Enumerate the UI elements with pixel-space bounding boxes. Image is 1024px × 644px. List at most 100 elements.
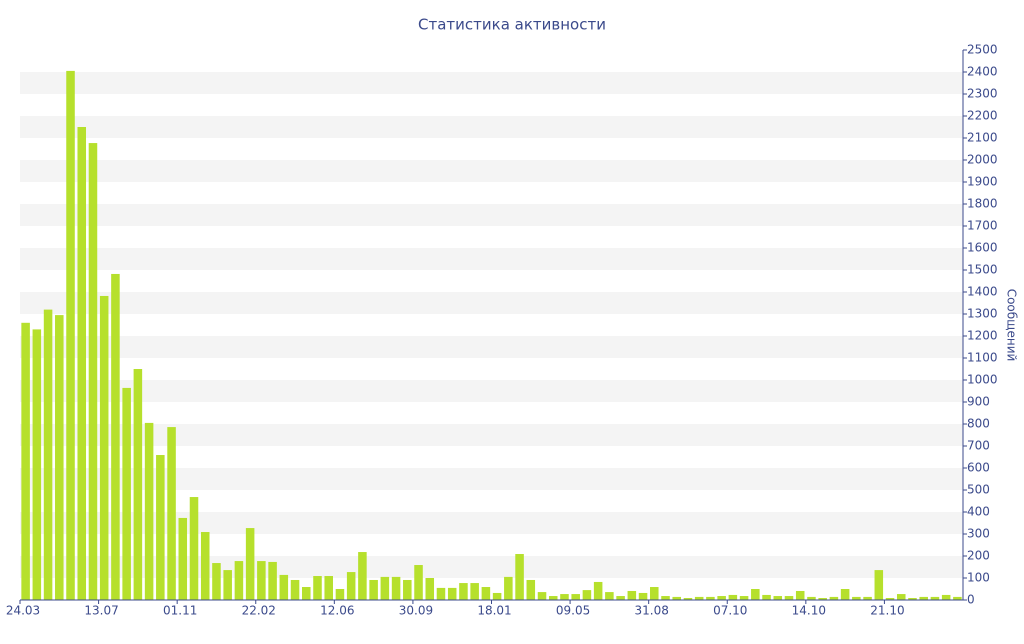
bar	[167, 427, 176, 600]
bar	[739, 596, 749, 600]
bar	[627, 590, 637, 600]
bar	[874, 570, 884, 600]
bar	[548, 596, 558, 600]
bar	[200, 532, 210, 600]
grid-band	[20, 248, 963, 270]
bar	[593, 581, 603, 600]
bar	[908, 598, 917, 600]
bar	[380, 576, 390, 600]
bar	[650, 587, 659, 600]
y-tick-label: 1500	[967, 263, 998, 277]
grid-band	[20, 468, 963, 490]
bar	[807, 596, 816, 600]
y-tick-label: 2300	[967, 87, 998, 101]
x-tick-label: 09.05	[556, 604, 590, 618]
bar	[391, 576, 401, 600]
bar	[77, 127, 87, 600]
x-tick-label: 07.10	[713, 604, 747, 618]
y-tick-label: 2000	[967, 153, 998, 167]
bar	[189, 497, 199, 600]
bar	[773, 596, 783, 600]
y-axis-label: Сообщений	[1005, 289, 1019, 362]
bar	[88, 143, 98, 600]
bar	[290, 579, 300, 600]
x-tick-label: 13.07	[84, 604, 118, 618]
bar	[21, 322, 30, 600]
bar	[43, 309, 53, 600]
y-tick-label: 1000	[967, 373, 998, 387]
y-tick-label: 1300	[967, 307, 998, 321]
y-tick-label: 100	[967, 571, 990, 585]
bar	[425, 578, 435, 600]
x-tick-label: 18.01	[477, 604, 511, 618]
bar	[32, 329, 42, 600]
y-tick-label: 800	[967, 417, 990, 431]
bar	[212, 563, 221, 600]
bar	[896, 594, 906, 600]
x-tick-label: 21.10	[870, 604, 904, 618]
bar	[683, 598, 693, 600]
x-tick-label: 12.06	[320, 604, 354, 618]
y-tick-label: 400	[967, 505, 990, 519]
grid-band	[20, 204, 963, 226]
x-tick-label: 14.10	[792, 604, 826, 618]
bar	[762, 594, 771, 600]
bar	[156, 455, 165, 600]
bar	[436, 587, 446, 600]
bar	[55, 315, 64, 600]
bar	[829, 596, 839, 600]
bar	[99, 295, 109, 600]
bar	[941, 594, 951, 600]
bar	[66, 70, 75, 600]
y-tick-label: 2500	[967, 43, 998, 57]
bar	[403, 579, 412, 600]
bar	[571, 594, 580, 600]
bar	[582, 590, 592, 600]
bar	[840, 589, 850, 600]
bar	[751, 589, 760, 600]
y-tick-label: 1700	[967, 219, 998, 233]
bar	[369, 579, 378, 600]
y-tick-label: 0	[967, 593, 975, 607]
grid-band	[20, 160, 963, 182]
bar	[795, 590, 805, 600]
bar	[470, 583, 479, 600]
x-tick-label: 24.03	[6, 604, 40, 618]
bar	[515, 554, 524, 600]
bar	[818, 598, 827, 600]
bar	[863, 596, 872, 600]
x-tick-label: 01.11	[163, 604, 197, 618]
y-tick-label: 1600	[967, 241, 998, 255]
bar	[358, 552, 367, 600]
bar	[885, 598, 895, 600]
y-tick-label: 1100	[967, 351, 998, 365]
bar	[346, 572, 356, 600]
bar	[111, 273, 120, 600]
bar	[930, 596, 940, 600]
bar	[638, 592, 648, 600]
y-tick-label: 2400	[967, 65, 998, 79]
bar	[661, 596, 670, 600]
y-tick-label: 1900	[967, 175, 998, 189]
grid-band	[20, 556, 963, 578]
bar	[268, 561, 277, 600]
bar	[313, 576, 322, 600]
bar	[537, 592, 547, 600]
grid-band	[20, 72, 963, 94]
bar	[672, 596, 681, 600]
bar	[122, 387, 131, 600]
bar	[605, 592, 614, 600]
grid-band	[20, 512, 963, 534]
bar	[481, 587, 491, 600]
y-tick-label: 200	[967, 549, 990, 563]
bar	[178, 517, 188, 600]
x-tick-label: 22.02	[242, 604, 276, 618]
bar	[616, 596, 625, 600]
y-tick-label: 300	[967, 527, 990, 541]
bar	[144, 422, 154, 600]
bar	[324, 576, 333, 600]
bar	[717, 596, 726, 600]
grid-band	[20, 336, 963, 358]
bar	[447, 587, 457, 600]
